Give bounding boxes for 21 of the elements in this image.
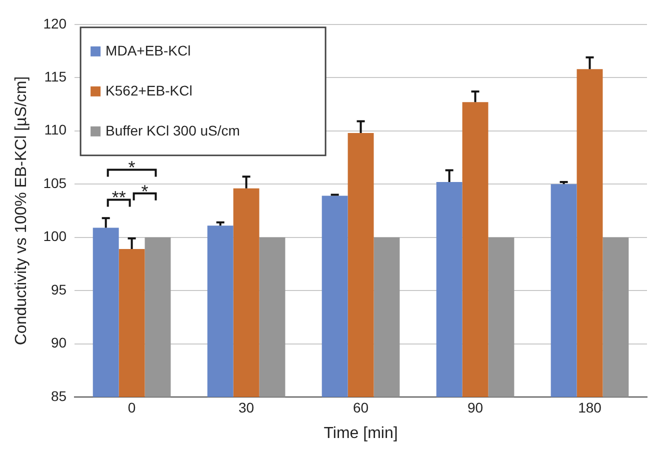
x-tick-label: 180	[578, 399, 602, 416]
y-tick-label: 90	[50, 334, 67, 351]
y-tick-label: 95	[50, 281, 67, 298]
annotation: *	[128, 158, 136, 178]
x-tick-label: 60	[352, 399, 369, 416]
legend-label: MDA+EB-KCl	[106, 42, 191, 58]
legend-label: K562+EB-KCl	[106, 82, 192, 98]
y-tick-label: 115	[44, 68, 67, 84]
y-tick-label: 85	[50, 388, 67, 404]
y-tick-label: 120	[43, 15, 67, 32]
y-axis-title: Conductivity vs 100% EB-KCl [µS/cm]	[13, 76, 30, 346]
y-tick-label: 100	[43, 228, 67, 244]
x-tick-label: 30	[238, 399, 254, 416]
x-axis-title: Time [min]	[324, 424, 398, 442]
annotation: **	[112, 188, 126, 208]
y-tick-label: 105	[43, 174, 67, 191]
legend-label: Buffer KCl 300 uS/cm	[106, 122, 240, 138]
y-tick-label: 110	[44, 122, 67, 138]
x-tick-label: 90	[467, 399, 484, 416]
annotation: *	[141, 181, 148, 202]
x-tick-label: 0	[128, 399, 136, 416]
